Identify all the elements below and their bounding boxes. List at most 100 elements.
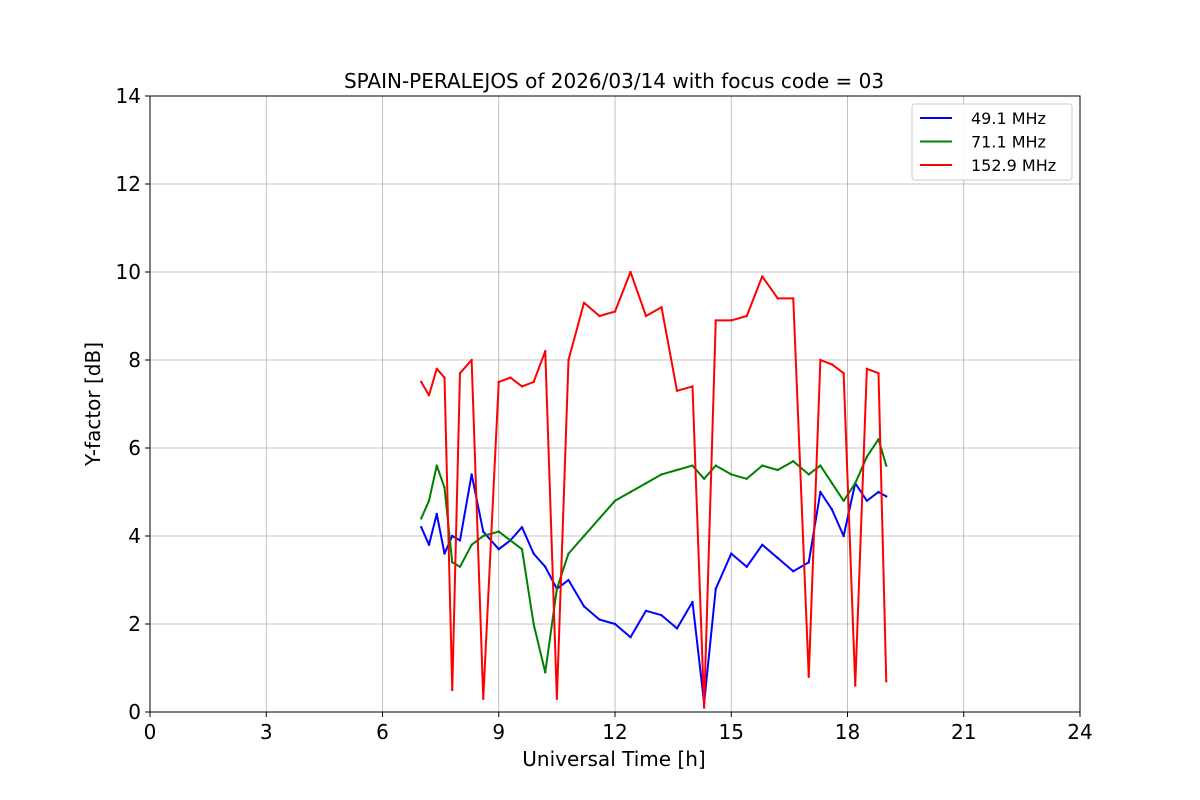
data-point: [877, 372, 880, 375]
data-point: [830, 482, 834, 485]
y-tick-label: 12: [116, 172, 141, 196]
data-point: [807, 561, 810, 564]
data-point: [470, 358, 473, 362]
data-point: [482, 534, 485, 538]
data-point: [702, 706, 706, 709]
data-point: [842, 499, 845, 502]
data-point: [865, 499, 869, 502]
data-point: [544, 350, 547, 353]
data-point: [807, 473, 810, 476]
y-tick-label: 0: [128, 700, 141, 724]
data-point: [420, 526, 423, 529]
data-point: [497, 380, 500, 384]
data-point: [776, 297, 779, 300]
data-point: [582, 534, 586, 538]
data-point: [854, 482, 857, 485]
data-point: [714, 464, 717, 467]
data-point: [555, 697, 559, 700]
data-point: [443, 486, 446, 489]
y-tick-label: 4: [128, 524, 141, 548]
data-point: [567, 358, 570, 362]
data-point: [458, 539, 462, 542]
data-point: [598, 618, 601, 621]
data-point: [567, 578, 570, 582]
data-point: [776, 556, 779, 560]
data-point: [451, 688, 454, 692]
data-point: [745, 477, 748, 480]
data-point: [582, 301, 586, 304]
data-point: [644, 482, 648, 485]
data-point: [730, 473, 733, 476]
data-point: [877, 438, 880, 441]
data-point: [497, 530, 500, 533]
data-point: [745, 565, 748, 568]
y-tick-label: 6: [128, 436, 141, 460]
series-line: [420, 473, 887, 705]
legend-label: 152.9 MHz: [971, 156, 1056, 175]
data-point: [443, 552, 446, 555]
data-point: [544, 565, 547, 568]
series-line: [420, 438, 888, 674]
data-point: [761, 543, 764, 546]
y-tick-label: 14: [116, 84, 141, 108]
data-point: [598, 314, 601, 318]
data-point: [451, 534, 454, 538]
grid-lines: [149, 95, 1081, 713]
data-point: [520, 548, 524, 551]
data-point: [427, 394, 431, 397]
data-point: [660, 614, 663, 617]
data-point: [435, 367, 438, 370]
data-point: [660, 473, 663, 476]
data-point: [582, 605, 586, 608]
data-point: [420, 380, 423, 384]
data-point: [714, 319, 717, 322]
data-point: [613, 310, 617, 313]
data-point: [792, 297, 795, 300]
series-line: [420, 271, 888, 709]
data-point: [819, 490, 822, 494]
data-point: [629, 636, 632, 639]
data-point: [509, 376, 512, 379]
x-axis-label: Universal Time [h]: [522, 747, 705, 771]
data-point: [865, 455, 869, 458]
data-point: [792, 460, 795, 463]
data-point: [532, 552, 535, 555]
data-point: [644, 609, 648, 612]
data-point: [819, 358, 822, 362]
data-point: [854, 684, 857, 687]
data-point: [730, 552, 733, 555]
series-152-9-mhz: [420, 270, 888, 709]
data-point: [544, 671, 547, 674]
data-point: [532, 380, 535, 384]
data-point: [865, 367, 869, 370]
data-point: [435, 512, 438, 516]
x-tick-label: 18: [835, 720, 860, 744]
x-tick-label: 21: [951, 720, 976, 744]
plot-area: [420, 270, 888, 709]
data-point: [509, 539, 512, 542]
y-tick-label: 8: [128, 348, 141, 372]
data-point: [458, 372, 462, 375]
data-point: [520, 385, 524, 388]
y-tick-label: 2: [128, 612, 141, 636]
series-49-1-mhz: [420, 473, 888, 705]
x-tick-label: 24: [1067, 720, 1092, 744]
data-point: [807, 675, 810, 678]
data-point: [427, 543, 431, 546]
data-point: [497, 548, 500, 551]
data-point: [435, 464, 438, 467]
data-point: [598, 517, 601, 520]
chart-title: SPAIN-PERALEJOS of 2026/03/14 with focus…: [344, 69, 884, 93]
data-point: [842, 372, 845, 375]
data-point: [675, 468, 679, 472]
x-tick-label: 3: [260, 720, 273, 744]
data-point: [420, 517, 423, 520]
data-point: [761, 275, 764, 278]
data-point: [691, 464, 694, 467]
legend-label: 49.1 MHz: [971, 109, 1046, 128]
data-point: [567, 552, 570, 555]
data-point: [660, 306, 663, 309]
x-tick-label: 9: [492, 720, 505, 744]
